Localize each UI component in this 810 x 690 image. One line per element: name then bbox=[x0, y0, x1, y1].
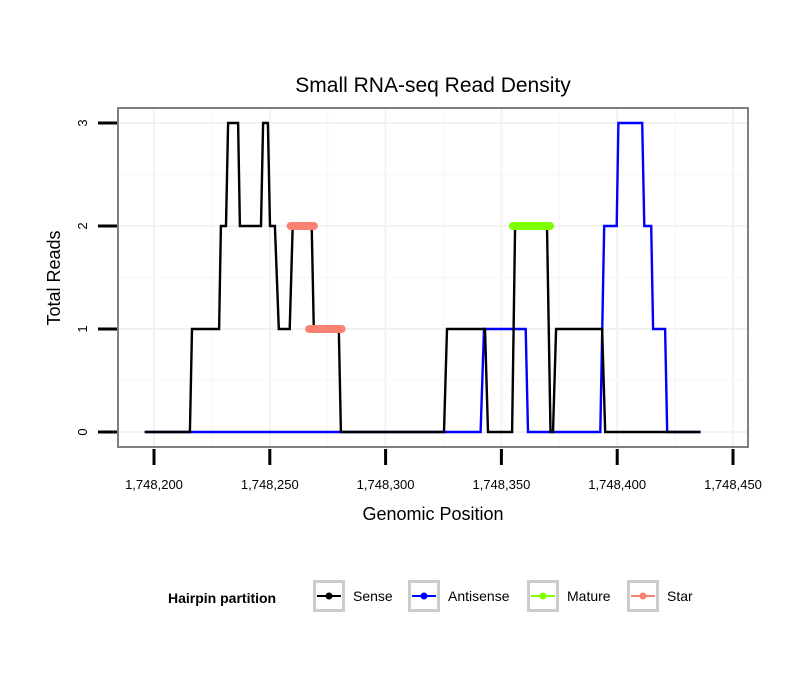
legend: Hairpin partition Sense Antisense Mature St… bbox=[168, 580, 693, 612]
plot-panel bbox=[117, 107, 749, 448]
series-layer bbox=[144, 121, 701, 434]
x-axis-title: Genomic Position bbox=[362, 504, 503, 524]
legend-label-mature: Mature bbox=[567, 588, 611, 604]
y-tick-label: 0 bbox=[75, 428, 90, 435]
x-tick-label: 1,748,350 bbox=[472, 477, 530, 492]
x-tick-label: 1,748,400 bbox=[588, 477, 646, 492]
y-axis-title: Total Reads bbox=[44, 230, 64, 325]
legend-label-sense: Sense bbox=[353, 588, 393, 604]
antisense-series-line bbox=[144, 121, 701, 434]
legend-key-point-star bbox=[639, 592, 647, 600]
legend-key-point-sense bbox=[325, 592, 333, 600]
legend-title: Hairpin partition bbox=[168, 590, 276, 606]
x-tick-label: 1,748,250 bbox=[241, 477, 299, 492]
y-tick-label: 1 bbox=[75, 325, 90, 332]
y-tick-label: 2 bbox=[75, 222, 90, 229]
legend-key-point-mature bbox=[539, 592, 547, 600]
x-axis: 1,748,200 1,748,250 1,748,300 1,748,350 1,74… bbox=[125, 449, 762, 492]
y-axis: 0 1 2 3 bbox=[75, 119, 117, 436]
y-tick-label: 3 bbox=[75, 119, 90, 126]
legend-label-antisense: Antisense bbox=[448, 588, 510, 604]
x-tick-label: 1,748,450 bbox=[704, 477, 762, 492]
legend-key-point-antisense bbox=[420, 592, 428, 600]
chart-title: Small RNA-seq Read Density bbox=[295, 74, 571, 97]
panel-border bbox=[117, 107, 749, 448]
x-tick-label: 1,748,300 bbox=[357, 477, 415, 492]
x-tick-label: 1,748,200 bbox=[125, 477, 183, 492]
legend-label-star: Star bbox=[667, 588, 693, 604]
